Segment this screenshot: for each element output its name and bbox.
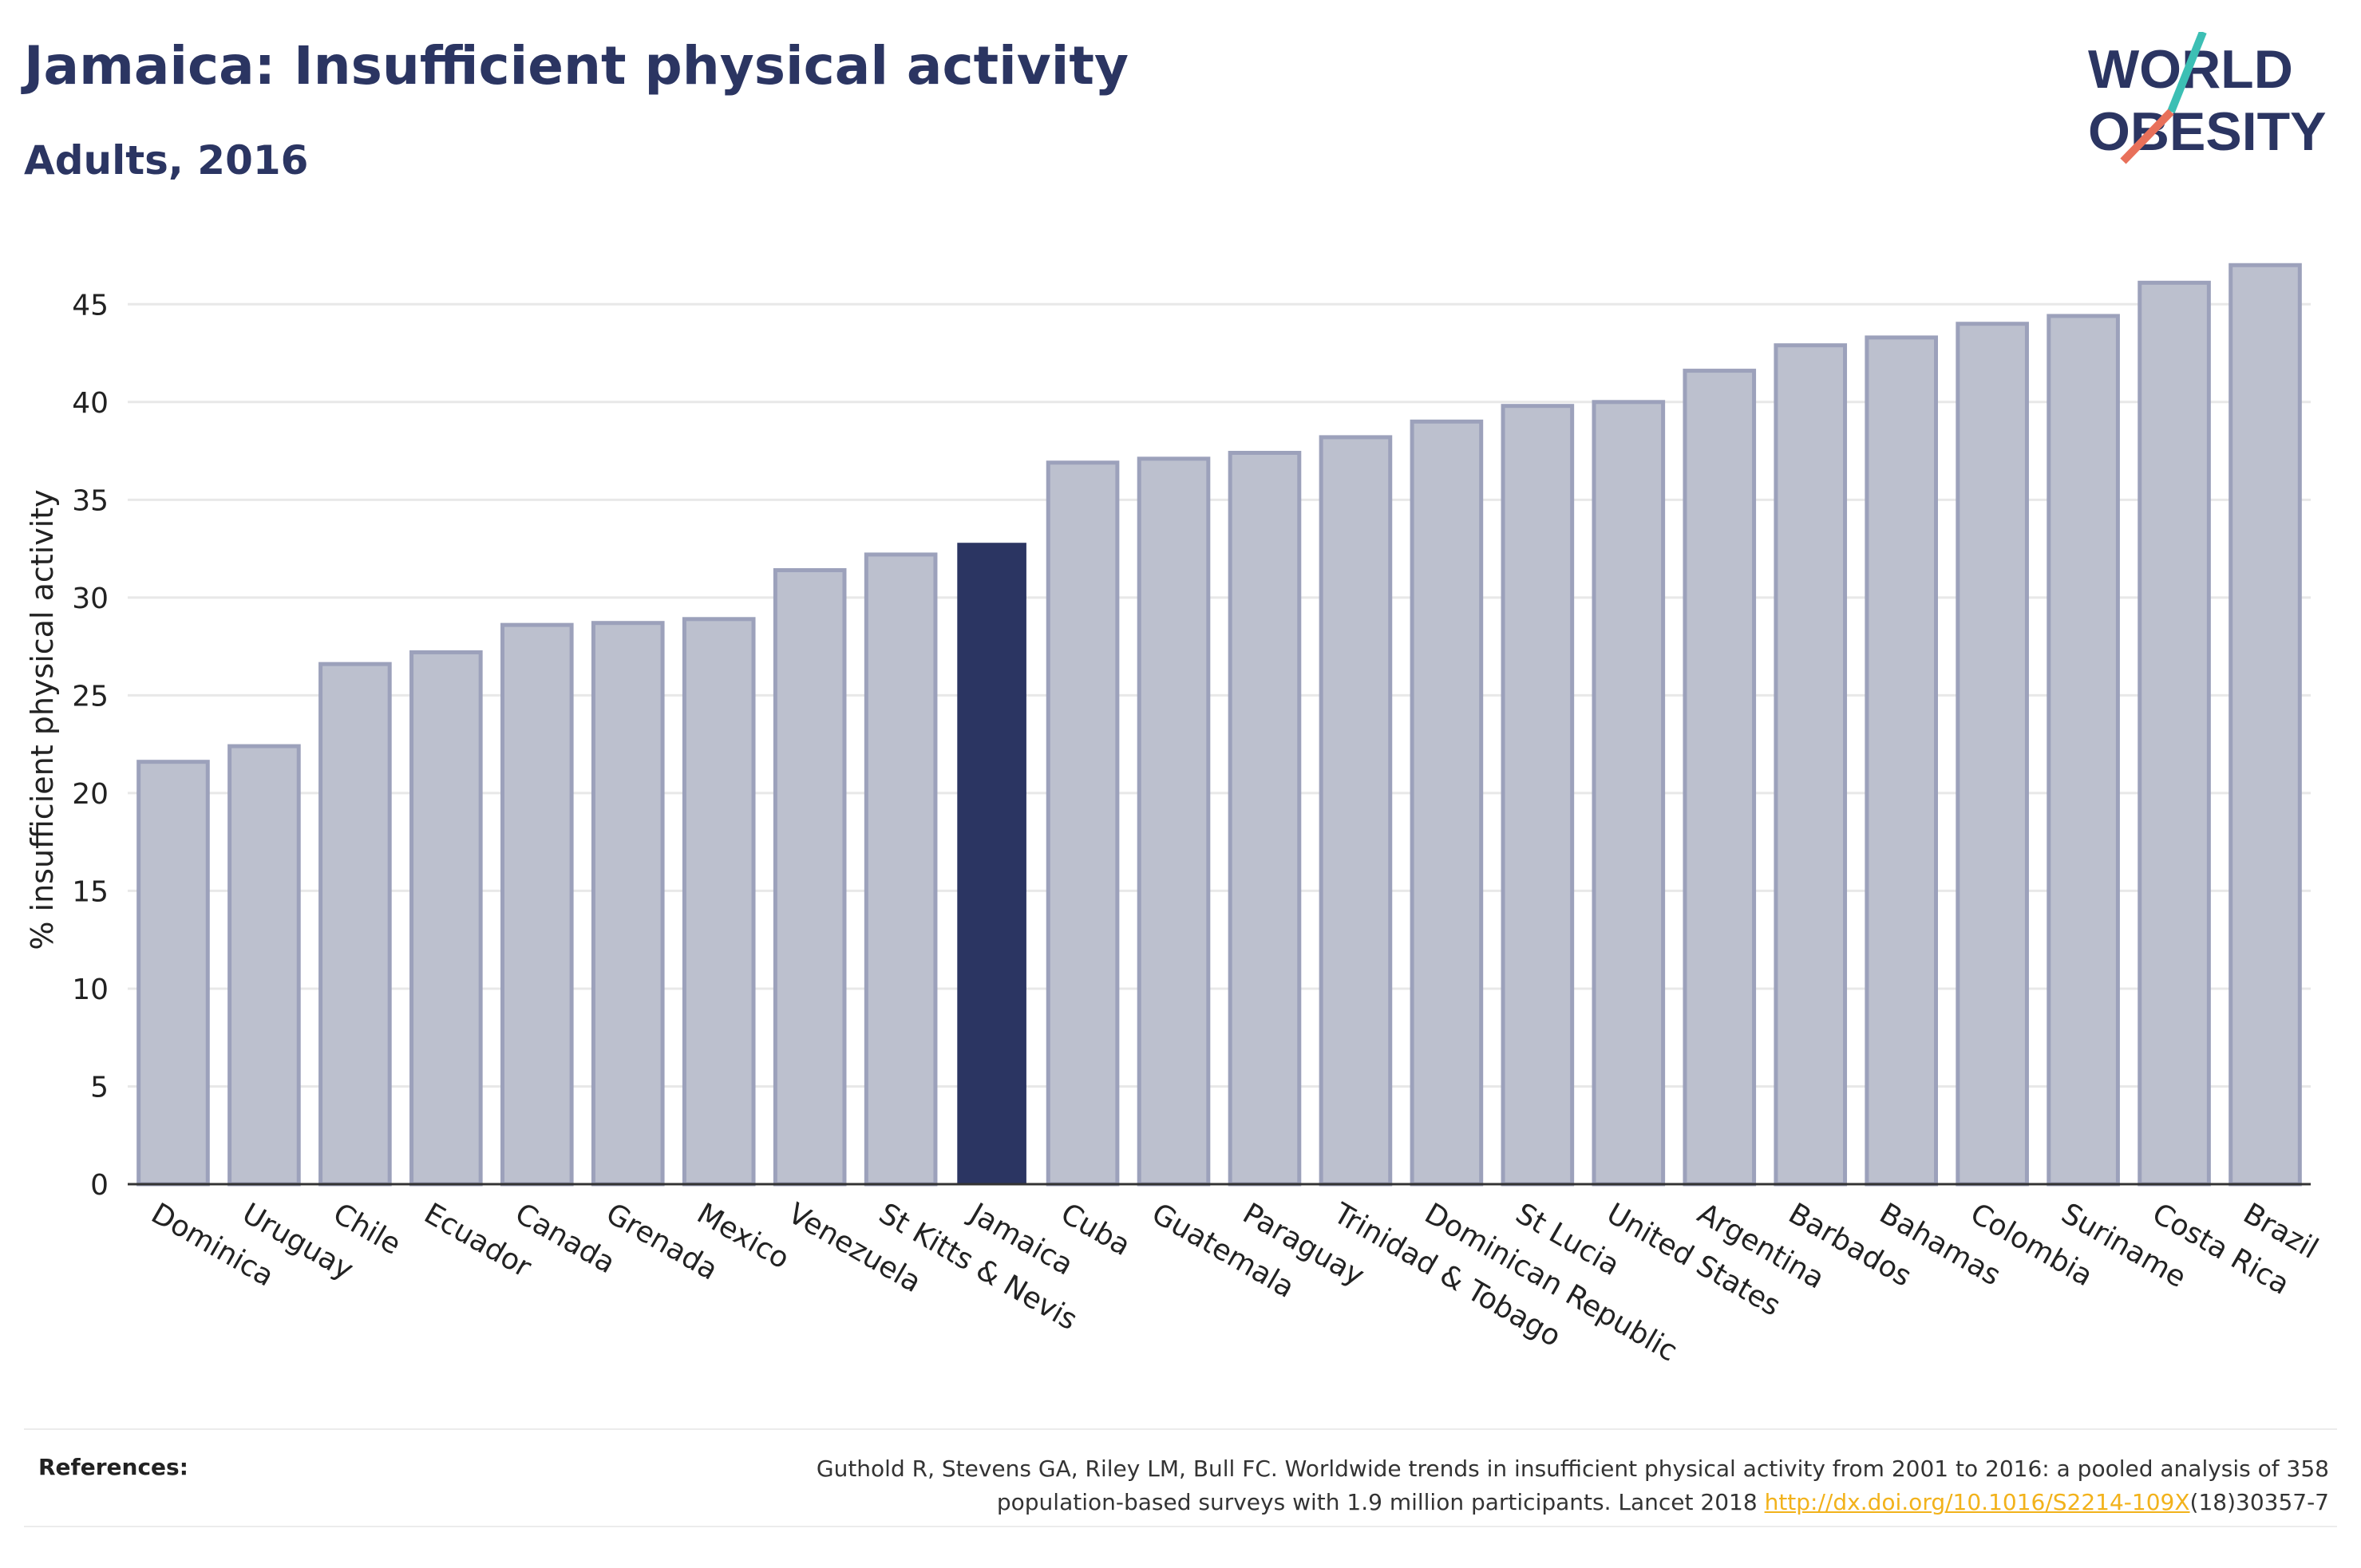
bar-dominica [136, 760, 210, 1187]
y-axis-ticks: 0 5 10 15 20 25 30 35 40 45 [72, 289, 109, 1202]
bar-st-lucia [1501, 404, 1575, 1187]
bar-venezuela [773, 568, 847, 1187]
bar-united-states [1592, 400, 1666, 1187]
y-tick-label: 20 [72, 778, 109, 811]
y-tick-label: 10 [72, 974, 109, 1006]
y-tick-label: 5 [90, 1071, 109, 1104]
chart-title: Jamaica: Insufficient physical activity [24, 35, 1129, 97]
reference-citation-line1: Guthold R, Stevens GA, Riley LM, Bull FC… [816, 1455, 2329, 1482]
bar-bahamas [1865, 335, 1938, 1187]
bar-uruguay [227, 744, 301, 1187]
bar-barbados [1774, 343, 1848, 1187]
world-obesity-logo: WORLD OBESITY [2088, 32, 2327, 164]
gridlines [128, 302, 2311, 1088]
logo-slash-teal [2167, 32, 2207, 113]
bar-ecuador [409, 650, 483, 1187]
bar-brazil [2229, 263, 2302, 1187]
reference-citation-end: (18)30357-7 [2189, 1489, 2329, 1515]
bar-trinidad-tobago [1319, 435, 1393, 1187]
bar-chile [318, 662, 392, 1187]
references-label: References: [38, 1454, 188, 1480]
reference-doi-link[interactable]: http://dx.doi.org/10.1016/S2214-109X [1764, 1489, 2190, 1515]
bar-canada [500, 622, 574, 1187]
y-tick-label: 25 [72, 680, 109, 713]
logo-slash-coral [2120, 109, 2174, 164]
y-tick-label: 35 [72, 484, 109, 517]
bar-suriname [2047, 314, 2120, 1187]
y-tick-label: 40 [72, 387, 109, 420]
bar-colombia [1956, 322, 2029, 1187]
y-tick-label: 0 [90, 1169, 109, 1202]
y-tick-label: 30 [72, 583, 109, 615]
y-tick-label: 45 [72, 289, 109, 322]
bars [136, 263, 2302, 1187]
y-tick-label: 15 [72, 875, 109, 908]
bar-costa-rica [2138, 280, 2211, 1187]
bar-mexico [682, 617, 756, 1187]
references-text: Guthold R, Stevens GA, Riley LM, Bull FC… [493, 1452, 2329, 1519]
bar-guatemala [1137, 456, 1211, 1187]
bar-st-kitts-nevis [864, 552, 938, 1187]
reference-citation-line2: population-based surveys with 1.9 millio… [996, 1489, 1765, 1515]
references-section: References: Guthold R, Stevens GA, Riley… [24, 1428, 2337, 1527]
bar-paraguay [1228, 451, 1302, 1187]
y-axis-label: % insufficient physical activity [25, 489, 60, 950]
bar-cuba [1046, 460, 1120, 1187]
bar-jamaica [957, 543, 1026, 1184]
bar-argentina [1683, 369, 1757, 1187]
bar-dominican-republic [1410, 419, 1484, 1187]
bar-grenada [591, 621, 665, 1187]
chart-subtitle: Adults, 2016 [24, 137, 309, 184]
